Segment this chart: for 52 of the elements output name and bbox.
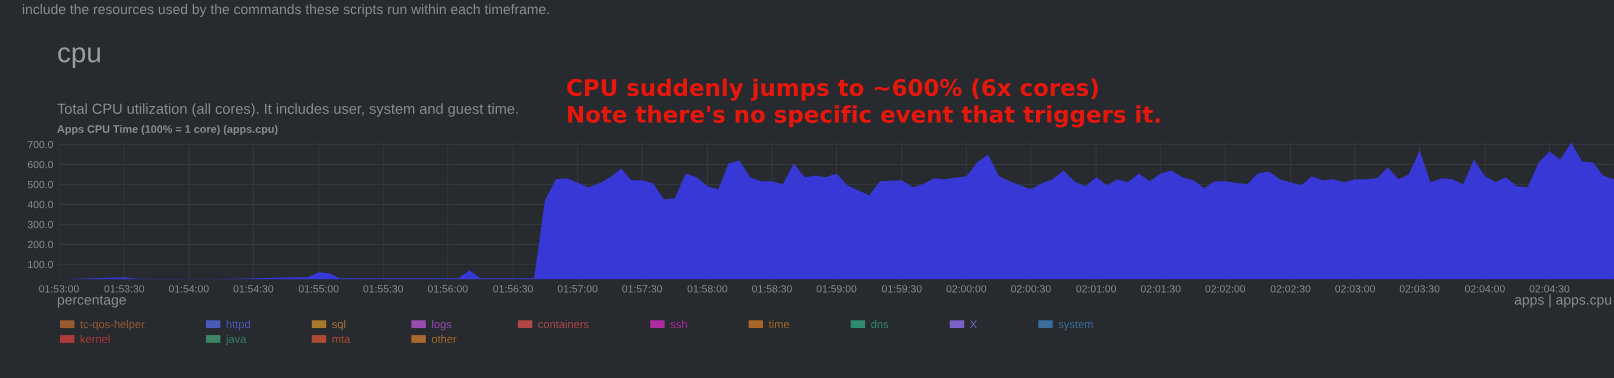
x-tick-label: 01:53:00 xyxy=(39,285,79,293)
x-tick-label: 02:01:00 xyxy=(1076,285,1117,293)
legend-label: system xyxy=(1058,320,1093,331)
x-tick-label: 01:59:00 xyxy=(816,285,857,293)
x-tick-label: 02:01:30 xyxy=(1140,285,1181,293)
y-tick-label: 600.0 xyxy=(27,160,54,169)
x-tick-label: 02:04:00 xyxy=(1465,285,1505,293)
x-tick-label: 01:59:30 xyxy=(881,285,922,293)
legend-label: httpd xyxy=(226,320,250,331)
legend-label: tc-qos-helper xyxy=(80,320,145,331)
x-tick-label: 01:57:00 xyxy=(557,285,598,293)
text: include the resources used by the commands these scripts run within each timeframe. xyxy=(22,4,549,17)
x-tick-label: 01:58:30 xyxy=(752,285,792,293)
chart-title: cpu xyxy=(58,47,100,68)
x-tick-label: 01:54:00 xyxy=(168,285,209,293)
x-tick-label: 01:56:00 xyxy=(427,285,468,293)
legend-label: X xyxy=(969,320,977,329)
y-tick-label: 700.0 xyxy=(27,140,54,149)
x-tick-label: 01:57:30 xyxy=(622,285,662,293)
legend-label: containers xyxy=(538,320,589,329)
x-tick-label: 01:55:00 xyxy=(298,285,339,293)
y-tick-label: 400.0 xyxy=(27,200,54,209)
text: apps | apps.cpu xyxy=(1514,294,1612,308)
legend-label: java xyxy=(225,334,247,346)
y-tick-label: 300.0 xyxy=(27,220,54,229)
x-tick-label: 01:56:30 xyxy=(493,285,533,293)
x-tick-label: 01:58:00 xyxy=(687,285,728,293)
chart-subtitle: Total CPU utilization (all cores). It includes user, system and guest time. xyxy=(57,103,518,117)
legend-label: kernel xyxy=(80,334,110,343)
x-tick-label: 02:00:00 xyxy=(946,285,987,293)
x-tick-label: 02:00:30 xyxy=(1011,285,1051,293)
x-tick-label: 01:55:30 xyxy=(363,285,404,293)
y-tick-label: 500.0 xyxy=(27,180,54,189)
legend-label: mta xyxy=(332,335,351,343)
legend-label: ssh xyxy=(670,320,687,329)
legend-label: logs xyxy=(432,320,452,331)
legend-label: dns xyxy=(871,320,889,329)
y-tick-label: 100.0 xyxy=(28,260,54,269)
legend-label: time xyxy=(768,320,790,329)
x-tick-label: 01:54:30 xyxy=(233,285,274,293)
legend-label: sql xyxy=(332,320,346,331)
legend-label: other xyxy=(431,334,457,343)
text: percentage xyxy=(57,295,126,308)
x-tick-label: 02:03:00 xyxy=(1335,285,1375,293)
text: Apps CPU Time (100% = 1 core) (apps.cpu) xyxy=(57,124,278,136)
x-tick-label: 01:53:30 xyxy=(104,285,145,293)
y-tick-label: 200.0 xyxy=(27,240,54,249)
text: CPU suddenly jumps to ~600% (6x cores) Note there's no specific event that triggers it. xyxy=(567,78,1160,128)
x-tick-label: 02:04:30 xyxy=(1529,285,1570,293)
x-tick-label: 02:03:30 xyxy=(1399,285,1440,293)
x-tick-label: 02:02:30 xyxy=(1270,285,1311,293)
x-tick-label: 02:02:00 xyxy=(1205,285,1246,293)
